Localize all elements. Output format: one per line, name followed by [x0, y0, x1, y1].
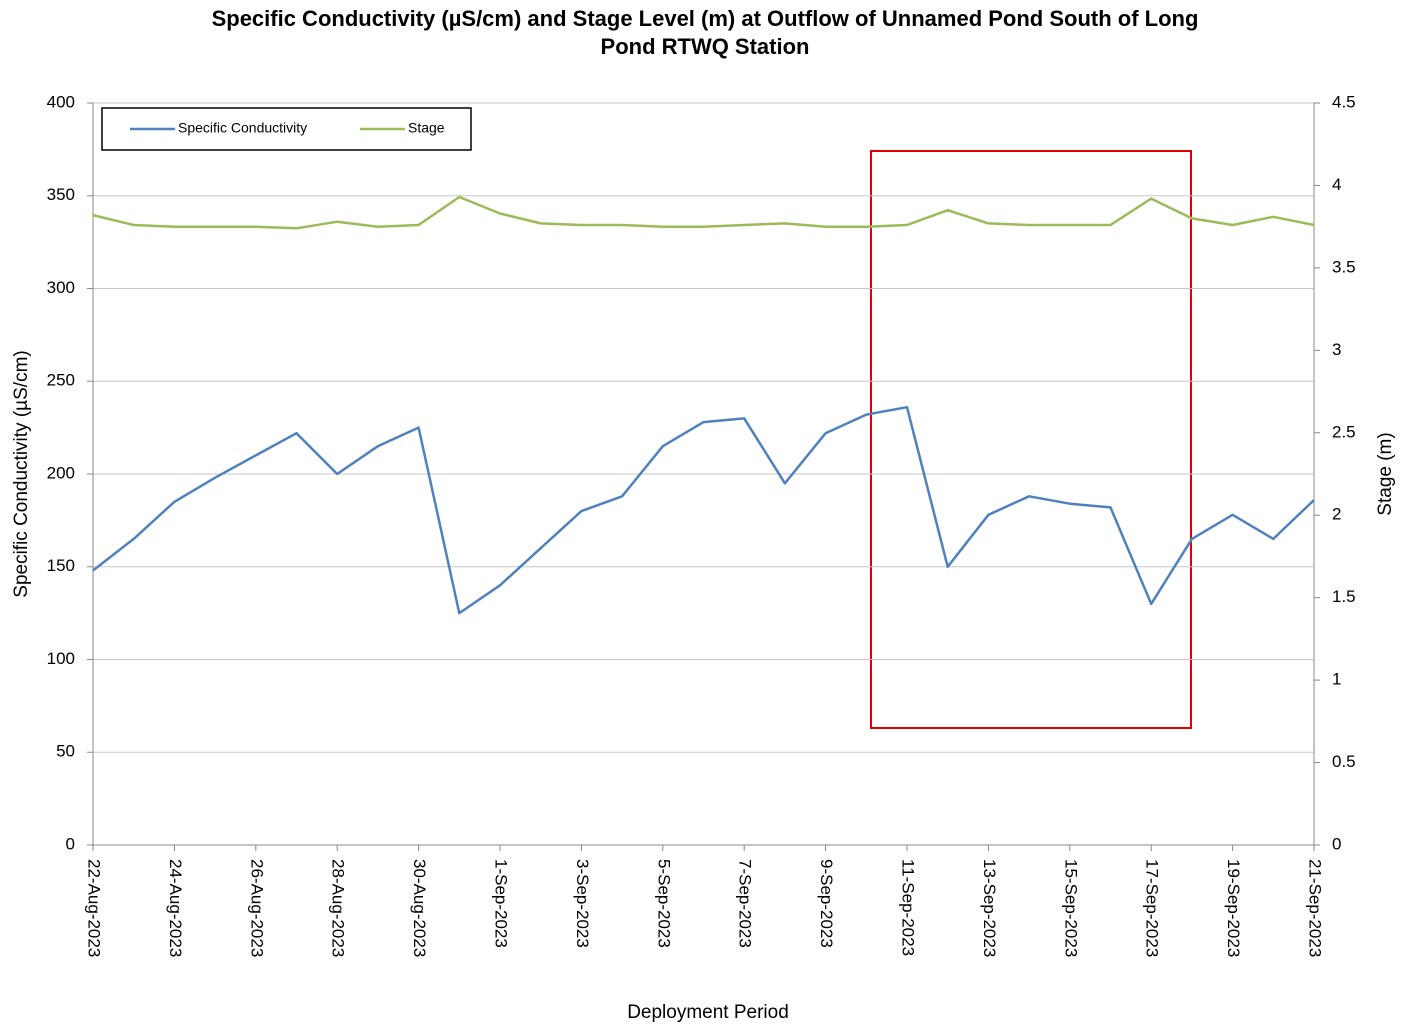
x-tick-label: 19-Sep-2023	[1224, 859, 1243, 957]
y2-axis-label: Stage (m)	[1375, 432, 1396, 515]
y2-tick-label: 4.5	[1332, 92, 1356, 111]
x-tick-label: 13-Sep-2023	[980, 859, 999, 957]
x-tick-label: 15-Sep-2023	[1061, 859, 1080, 957]
y2-tick-label: 0	[1332, 834, 1341, 853]
x-tick-label: 21-Sep-2023	[1306, 859, 1325, 957]
legend-label: Stage	[408, 120, 445, 136]
chart-title: Pond RTWQ Station	[601, 34, 810, 59]
x-tick-label: 5-Sep-2023	[654, 859, 673, 948]
y-tick-label: 300	[47, 278, 75, 297]
y-tick-label: 350	[47, 185, 75, 204]
x-tick-label: 17-Sep-2023	[1143, 859, 1162, 957]
chart-title: Specific Conductivity (µS/cm) and Stage …	[212, 6, 1199, 31]
y-tick-label: 0	[66, 834, 75, 853]
x-tick-label: 22-Aug-2023	[85, 859, 104, 957]
x-tick-label: 28-Aug-2023	[329, 859, 348, 957]
y2-tick-label: 2.5	[1332, 422, 1356, 441]
x-axis-label: Deployment Period	[627, 1002, 789, 1023]
legend-label: Specific Conductivity	[178, 120, 307, 136]
y-tick-label: 200	[47, 463, 75, 482]
y-tick-label: 100	[47, 649, 75, 668]
y2-tick-label: 3.5	[1332, 257, 1356, 276]
y-tick-label: 50	[56, 742, 75, 761]
y-axis-label: Specific Conductivity (µS/cm)	[11, 350, 32, 597]
x-tick-label: 3-Sep-2023	[573, 859, 592, 948]
y2-tick-label: 1	[1332, 670, 1341, 689]
y2-tick-label: 3	[1332, 340, 1341, 359]
y2-tick-label: 4	[1332, 175, 1341, 194]
highlight-box	[870, 150, 1192, 729]
x-tick-label: 24-Aug-2023	[166, 859, 185, 957]
y-tick-label: 250	[47, 371, 75, 390]
y2-tick-label: 0.5	[1332, 752, 1356, 771]
x-tick-label: 7-Sep-2023	[736, 859, 755, 948]
x-tick-label: 1-Sep-2023	[492, 859, 511, 948]
y2-tick-label: 1.5	[1332, 587, 1356, 606]
series-line	[92, 405, 1315, 615]
x-tick-label: 30-Aug-2023	[410, 859, 429, 957]
y2-tick-label: 2	[1332, 505, 1341, 524]
x-tick-label: 9-Sep-2023	[817, 859, 836, 948]
y-tick-label: 150	[47, 556, 75, 575]
series-line	[92, 195, 1315, 230]
y-tick-label: 400	[47, 92, 75, 111]
x-tick-label: 11-Sep-2023	[899, 859, 918, 956]
x-tick-label: 26-Aug-2023	[247, 859, 266, 957]
